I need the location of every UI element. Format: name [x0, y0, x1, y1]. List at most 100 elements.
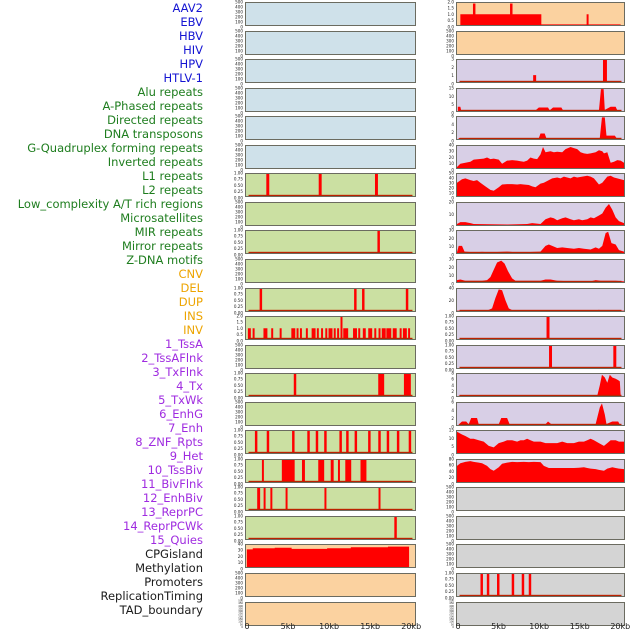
track-panel-directed-repeats — [245, 230, 416, 255]
y-tick-label: 0.75 — [444, 319, 454, 325]
y-tick-label: 1.00 — [233, 285, 243, 290]
y-tick-label: 0 — [451, 138, 454, 144]
y-tick-label: 80 — [448, 456, 454, 462]
y-axis-ticks: 500 400 300 200 100 0 — [211, 200, 243, 229]
y-tick-label: 0.50 — [233, 240, 243, 246]
y-tick-label: 10 — [237, 560, 243, 566]
y-tick-label: 1 — [451, 73, 454, 79]
track-label-7-enh: 7_Enh — [168, 421, 203, 435]
y-tick-label: 0 — [451, 195, 454, 201]
y-tick-label: 0.00 — [233, 538, 243, 544]
y-tick-label: 100 — [235, 162, 243, 168]
y-axis-ticks: 500 400 300 200 100 0 — [422, 28, 454, 58]
track-label-promoters: Promoters — [144, 575, 203, 589]
y-tick-label: 40 — [448, 175, 454, 181]
y-axis-ticks: 40 30 20 10 0 — [422, 143, 454, 172]
track-panel-l1-repeats — [245, 344, 416, 369]
y-axis-ticks: 6 4 2 0 — [422, 400, 454, 429]
y-tick-label: 2 — [451, 130, 454, 136]
track-panel-l2-repeats — [245, 373, 416, 398]
y-tick-label: 6 — [451, 376, 454, 382]
y-tick-label: 1.00 — [233, 456, 243, 462]
y-axis-ticks: 30 20 10 0 — [422, 228, 454, 257]
y-axis-ticks: 1.00 0.75 0.50 0.25 0.00 — [211, 457, 243, 486]
y-tick-label: 10 — [448, 244, 454, 250]
y-tick-label: 100 — [446, 533, 454, 539]
track-label-hpv: HPV — [179, 57, 203, 71]
y-tick-label: 2 — [451, 415, 454, 421]
y-tick-label: 400 — [446, 546, 454, 552]
y-axis-ticks: 500 400 300 200 100 0 — [422, 514, 454, 543]
y-tick-label: 400 — [235, 404, 243, 410]
y-tick-label: 0.00 — [233, 509, 243, 515]
track-data-plot — [247, 317, 413, 340]
y-tick-label: 300 — [235, 266, 243, 272]
track-label-hbv: HBV — [178, 29, 203, 43]
y-axis-ticks: 15 10 5 0 — [422, 86, 454, 115]
y-tick-label: 0.50 — [233, 183, 243, 189]
track-data-plot — [457, 88, 622, 111]
x-axis-tick-label: 10kb — [319, 622, 340, 630]
y-tick-label: 0 — [240, 24, 243, 30]
y-tick-label: 200 — [235, 14, 243, 20]
y-tick-label: 450 — [238, 601, 243, 605]
y-tick-label: 500 — [449, 599, 454, 603]
y-tick-label: 2 — [451, 389, 454, 395]
y-tick-label: 0 — [451, 566, 454, 572]
y-tick-label: 40 — [448, 285, 454, 290]
track-label-14-reprpcwk: 14_ReprPCWk — [123, 519, 203, 533]
y-tick-label: 0.50 — [444, 354, 454, 360]
y-tick-label: 450 — [449, 601, 454, 605]
y-tick-label: 300 — [235, 95, 243, 101]
y-tick-label: 1.5 — [236, 319, 243, 325]
y-axis-ticks: 50 40 30 20 10 0 — [422, 171, 454, 200]
y-tick-label: 10 — [448, 436, 454, 442]
track-panel-12-enhbiv — [456, 373, 625, 398]
y-tick-label: 4 — [451, 407, 454, 413]
y-tick-label: 0.25 — [233, 503, 243, 509]
y-axis-ticks: 500 400 300 200 100 0 — [211, 143, 243, 172]
track-data-plot — [457, 203, 624, 225]
y-tick-label: 0.0 — [447, 24, 454, 30]
y-tick-label: 0 — [451, 538, 454, 544]
y-tick-label: 500 — [446, 484, 454, 490]
track-label-10-tssbiv: 10_TssBiv — [147, 463, 203, 477]
y-axis-ticks: 30 20 10 0 — [422, 257, 454, 286]
y-tick-label: 150 — [238, 617, 243, 621]
y-axis-ticks: 1.00 0.75 0.50 0.25 0.00 — [211, 428, 243, 457]
y-tick-label: 250 — [238, 612, 243, 616]
x-axis-tick-label: 15kb — [569, 622, 590, 630]
x-axis-tick-label: 0 — [455, 622, 461, 630]
y-tick-label: 0 — [451, 424, 454, 430]
y-tick-label: 100 — [446, 504, 454, 510]
track-label-z-dna-motifs: Z-DNA motifs — [126, 253, 203, 267]
y-tick-label: 0.75 — [444, 576, 454, 582]
track-data-plot — [457, 260, 624, 282]
track-data-plot — [248, 174, 413, 197]
y-tick-label: 10 — [448, 190, 454, 196]
track-panel-alu-repeats — [245, 173, 416, 198]
y-axis-ticks: 500 450 400 350 300 250 200 150 100 50 0 — [211, 599, 243, 629]
y-tick-label: 0.50 — [444, 582, 454, 588]
y-tick-label: 500 — [238, 599, 243, 603]
track-panel-del — [245, 573, 416, 597]
track-panel-10-tssbiv — [456, 316, 625, 341]
x-axis-tick-label: 5kb — [491, 622, 506, 630]
y-tick-label: 0.50 — [233, 497, 243, 503]
y-tick-label: 0.50 — [233, 440, 243, 446]
y-tick-label: 500 — [235, 28, 243, 34]
y-tick-label: 100 — [235, 276, 243, 282]
y-tick-label: 100 — [235, 590, 243, 596]
track-data-plot — [457, 460, 624, 482]
y-tick-label: 200 — [235, 214, 243, 220]
track-panel-cnv — [245, 544, 416, 569]
track-panel-methylation — [456, 515, 625, 540]
track-panel-mirror-repeats — [245, 487, 416, 512]
y-tick-label: 300 — [235, 152, 243, 158]
y-tick-label: 0.75 — [233, 177, 243, 183]
track-label-dna-transposons: DNA transposons — [103, 127, 203, 141]
y-tick-label: 400 — [446, 518, 454, 524]
y-tick-label: 200 — [235, 42, 243, 48]
track-data-plot — [457, 288, 624, 311]
